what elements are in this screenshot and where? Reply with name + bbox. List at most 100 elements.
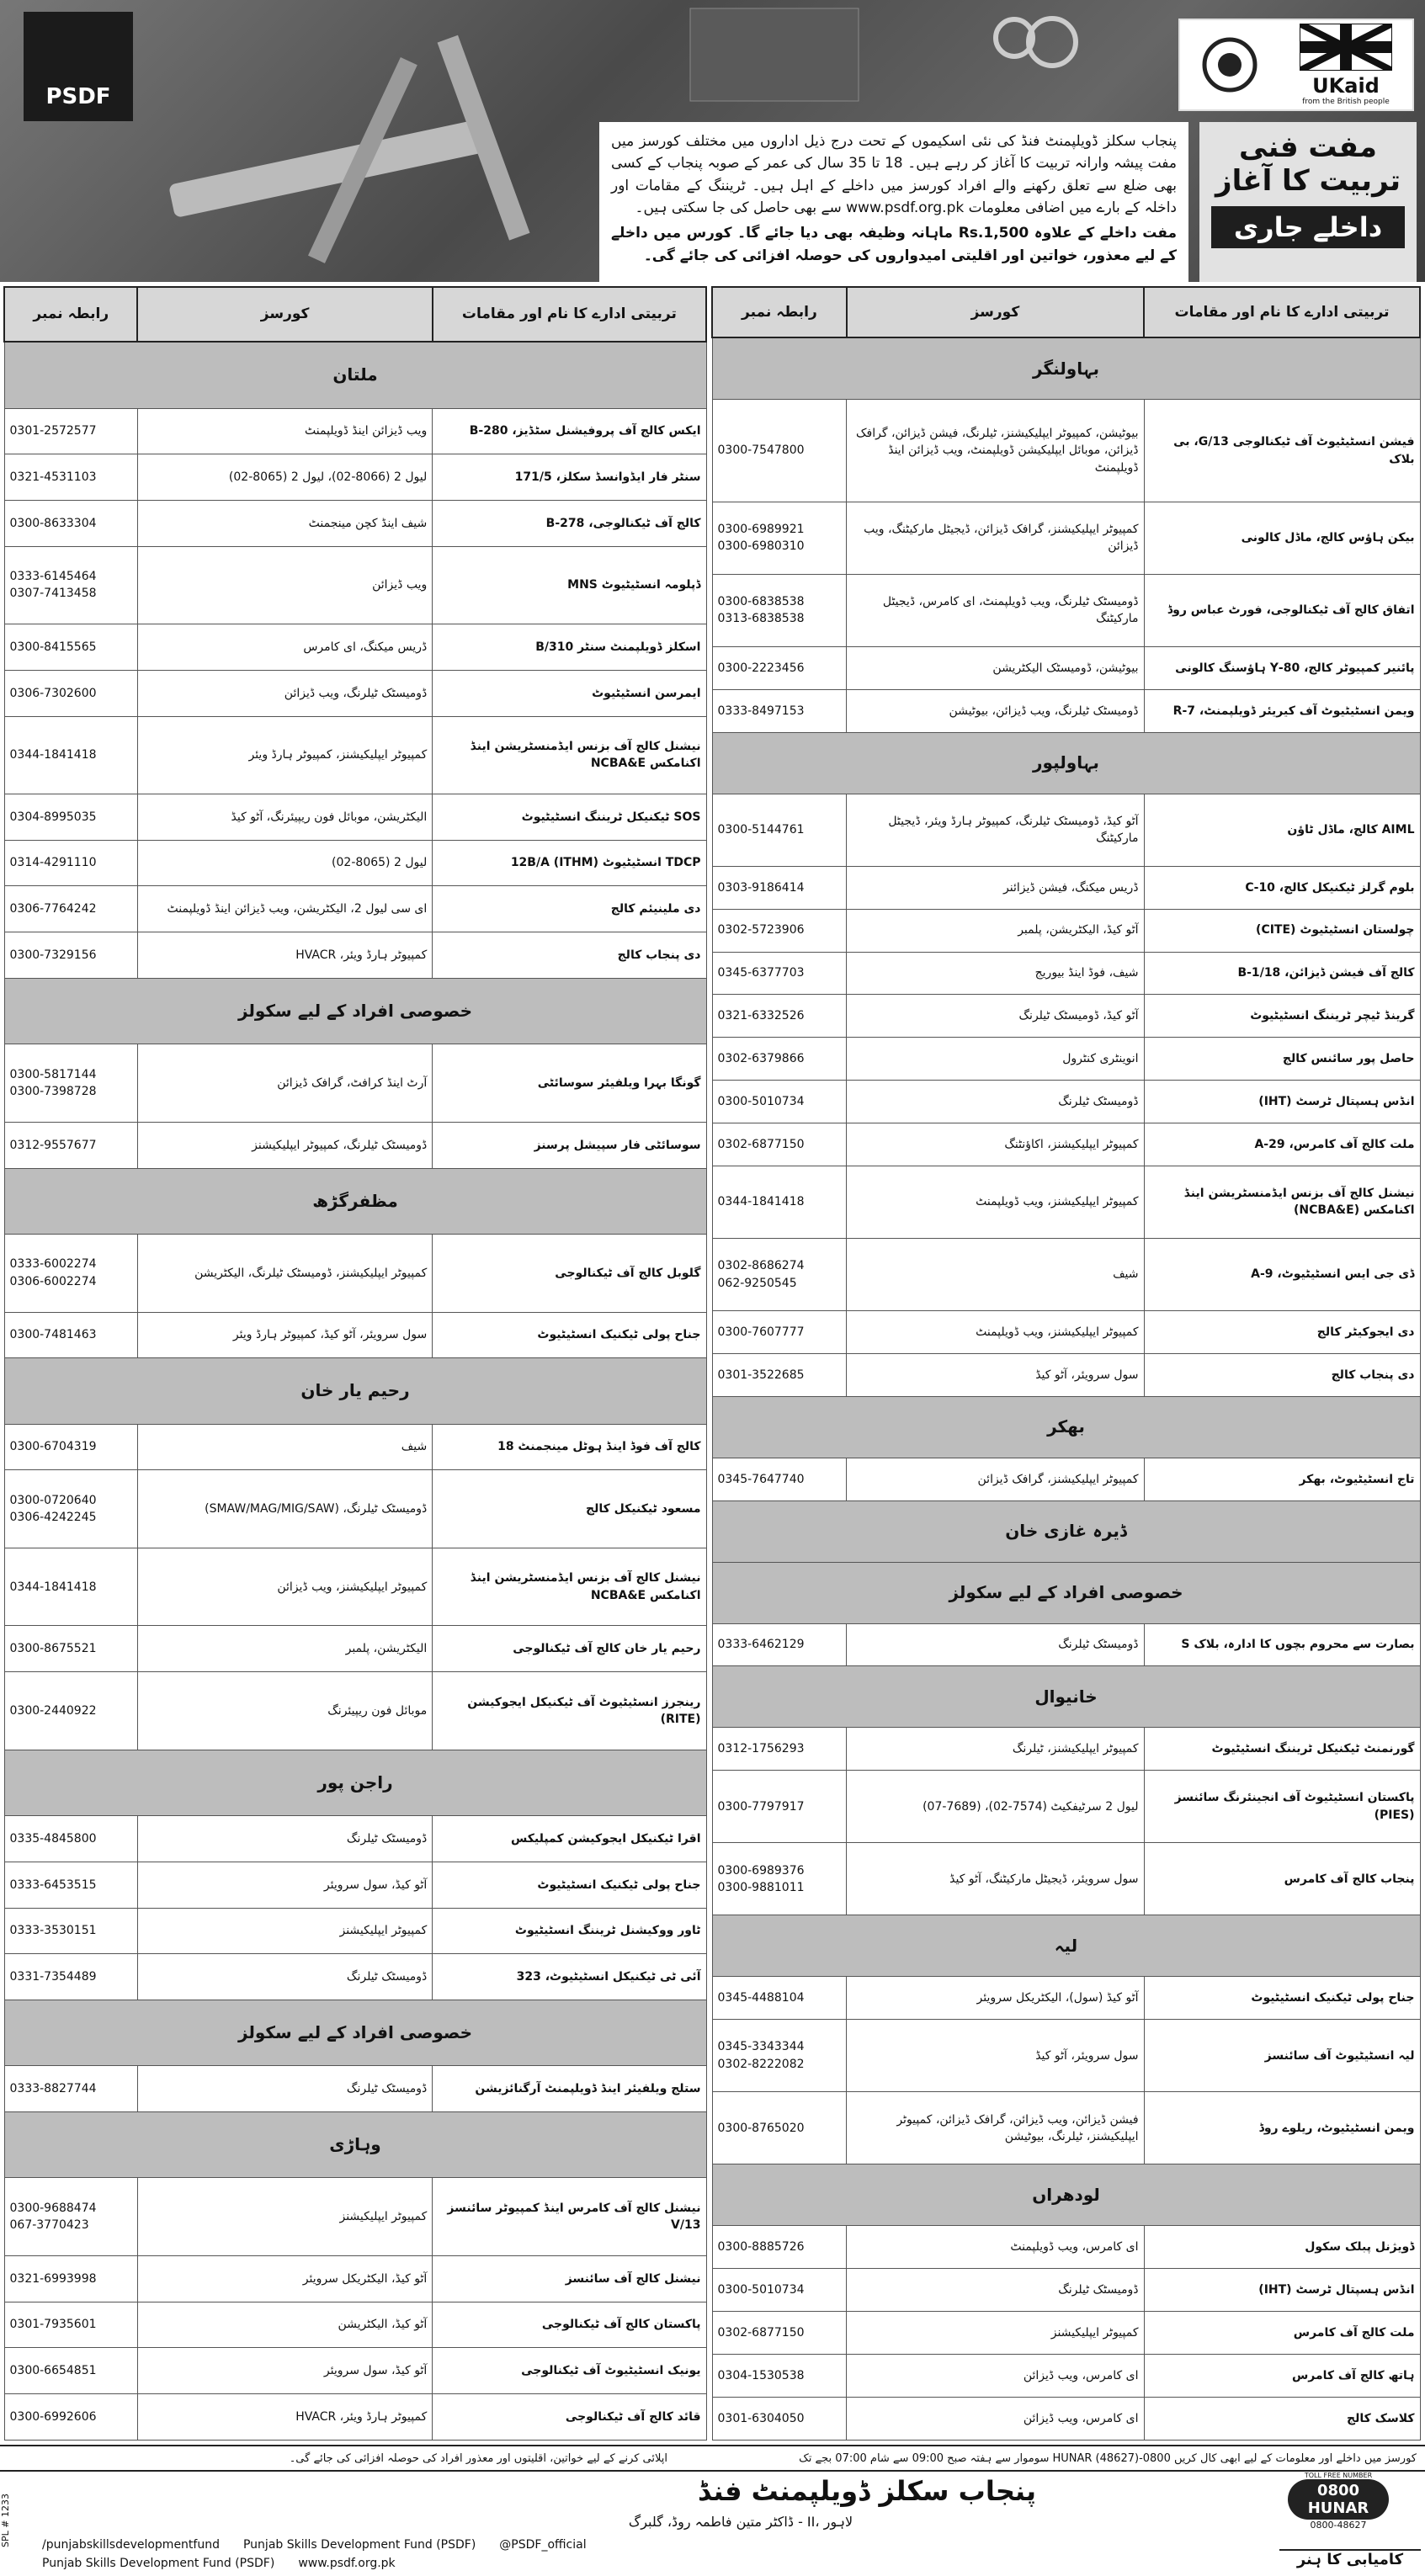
phone: 0300-6980310 — [717, 539, 805, 554]
row: دی ایجوکیٹر کالج کمپیوٹر ایپلیکیشنز، ویب … — [711, 1310, 1421, 1355]
institute: انڈس ہسپتال ٹرسٹ (IHT) — [1143, 1080, 1421, 1124]
phone-cell: 0300-6704319 — [3, 1423, 138, 1471]
section-title: خصوصی افراد کے لیے سکولز — [711, 1561, 1421, 1624]
row: اتفاق کالج آف ٹیکنالوجی، فورٹ عباس روڈ ڈو… — [711, 573, 1421, 648]
row: کلاسک کالج ای کامرس، ویب ڈیزائن 0301-63040… — [711, 2396, 1421, 2441]
row: ملت کالج آف کامرس، 29-A کمپیوٹر ایپلیکیشن… — [711, 1123, 1421, 1166]
phone: 0307-7413458 — [9, 587, 97, 601]
section-row: خصوصی افراد کے لیے سکولز — [3, 1999, 707, 2067]
phone: 0313-6838538 — [717, 612, 805, 626]
phone-cell: 0321-6993998 — [3, 2255, 138, 2302]
punjab-emblem — [1202, 37, 1258, 93]
row: آئی ٹی ٹیکنیکل انسٹیٹیوٹ، 323 ڈومیسٹک ٹیل… — [3, 1953, 707, 2000]
phone-cell: 0302-6877150 — [711, 2311, 848, 2355]
row: نیشنل کالج آف بزنس ایڈمنسٹریشن اینڈ اکنا… — [3, 715, 707, 795]
column-header: رابطہ نمبر — [711, 285, 848, 339]
institute: اقرا ٹیکنیکل ایجوکیشن کمپلیکس — [432, 1815, 707, 1862]
phone-cell: 0300-6989921 0300-6980310 — [711, 501, 848, 575]
row: ہاتھ کالج آف کامرس ای کامرس، ویب ڈیزائن 03… — [711, 2353, 1421, 2398]
phone-cell: 0345-6377703 — [711, 951, 848, 996]
social-link: Punjab Skills Development Fund (PSDF) — [242, 2538, 476, 2552]
phone: 0300-6989376 — [717, 1863, 805, 1878]
institute: انڈس ہسپتال ٹرسٹ (IHT) — [1143, 2268, 1421, 2313]
institute: قائد کالج آف ٹیکنالوجی — [432, 2393, 707, 2441]
institute: ایمرسن انسٹیٹیوٹ — [432, 669, 707, 717]
phone-cell: 0300-5817144 0300-7398728 — [3, 1044, 138, 1123]
phone: 062-9250545 — [717, 1276, 797, 1290]
institute: گرینڈ ٹیچر ٹریننگ انسٹیٹیوٹ — [1143, 994, 1421, 1038]
phone: 0300-8765020 — [717, 2121, 805, 2135]
phone: 0333-6462129 — [717, 1638, 805, 1652]
phone: 0345-6377703 — [717, 966, 805, 980]
column-header: کورسز — [136, 286, 433, 343]
tools-art — [169, 8, 1078, 263]
phone: 067-3770423 — [9, 2218, 89, 2233]
institute: نیشنل کالج آف کامرس اینڈ کمپیوٹر سائنسز … — [432, 2177, 707, 2256]
phone: 0344-1841418 — [9, 748, 97, 762]
phone: 0300-7329156 — [9, 948, 97, 962]
phone: 0300-6992606 — [9, 2409, 97, 2424]
ukaid-tagline: from the British people — [1302, 98, 1390, 106]
phone: 0300-0720640 — [9, 1493, 97, 1507]
slogan: کامیابی کا ہنر — [1279, 2549, 1421, 2568]
institute: نیشنل کالج آف بزنس ایڈمنسٹریشن اینڈ اکنا… — [432, 715, 707, 795]
courses: لیول 2 (8065-02) — [136, 839, 433, 887]
phone-cell: 0345-4488104 — [711, 1976, 848, 2021]
institute: کلاسک کالج — [1143, 2396, 1421, 2441]
row: دی پنجاب کالج سول سرویئر، آٹو کیڈ 0301-352… — [711, 1353, 1421, 1397]
courses: آٹو کیڈ، ڈومیسٹک ٹیلرنگ — [846, 994, 1145, 1038]
courses: آٹو کیڈ، سول سرویئر — [136, 2347, 433, 2395]
section-title: وہاڑی — [3, 2111, 707, 2179]
phone: 0301-7935601 — [9, 2318, 97, 2332]
phone-cell: 0300-7481463 — [3, 1311, 138, 1359]
phone-cell: 0345-7647740 — [711, 1457, 848, 1501]
phone-cell: 0344-1841418 — [3, 715, 138, 795]
note-left: اپلائی کرنے کے لیے خواتین، اقلیتوں اور م… — [289, 2452, 667, 2465]
phone: 0333-6145464 — [9, 570, 97, 584]
institute: رینجرز انسٹیٹیوٹ آف ٹیکنیکل ایجوکیشن (RI… — [432, 1671, 707, 1750]
phone: 0300-9688474 — [9, 2201, 97, 2215]
phone: 0301-2572577 — [9, 424, 97, 438]
courses: سول سرویئر، آٹو کیڈ — [846, 1353, 1145, 1397]
institute: جناح پولی ٹیکنیک انسٹیٹیوٹ — [432, 1311, 707, 1359]
courses: کمپیوٹر ایپلیکیشنز — [136, 1907, 433, 1955]
section-row: رحیم یار خان — [3, 1357, 707, 1425]
courses: ڈومیسٹک ٹیلرنگ — [846, 1080, 1145, 1124]
ukaid-logo: UKaid from the British people — [1178, 19, 1414, 111]
institute: پاکستان کالج آف ٹیکنالوجی — [432, 2301, 707, 2349]
courses: شیف، فوڈ اینڈ بیوریج — [846, 951, 1145, 996]
institute: تاج انسٹیٹیوٹ، بھکر — [1143, 1457, 1421, 1501]
courses: ویب ڈیزائن — [136, 545, 433, 625]
section-row: وہاڑی — [3, 2111, 707, 2179]
row: ڈویژنل پبلک سکول ای کامرس، ویب ڈویلپمنٹ 03… — [711, 2225, 1421, 2270]
institute: TDCP انسٹیٹیوٹ (ITHM) 12B/A — [432, 839, 707, 887]
phone-cell: 0301-2572577 — [3, 407, 138, 455]
ref-code: SPL # 1233 — [0, 2494, 11, 2547]
courses: انوینٹری کنٹرول — [846, 1037, 1145, 1081]
section-row: خصوصی افراد کے لیے سکولز — [711, 1561, 1421, 1624]
row: ستلج ویلفیئر اینڈ ڈویلپمنٹ آرگنائزیشن ڈوم… — [3, 2065, 707, 2112]
phone-cell: 0333-6002274 0306-6002274 — [3, 1233, 138, 1313]
row: بلوم گرلز ٹیکنیکل کالج، 10-C ڈریس میکنگ، … — [711, 865, 1421, 910]
courses: ڈومیسٹک ٹیلرنگ، کمپیوٹر ایپلیکیشنز — [136, 1121, 433, 1169]
row: SOS ٹیکنیکل ٹریننگ انسٹیٹیوٹ الیکٹریشن، م… — [3, 794, 707, 841]
row: AIML کالج، ماڈل ٹاؤن آٹو کیڈ، ڈومیسٹک ٹیل… — [711, 793, 1421, 867]
phone: 0344-1841418 — [717, 1195, 805, 1209]
phone-cell: 0300-5010734 — [711, 1080, 848, 1124]
social-link: @PSDF_official — [499, 2538, 587, 2552]
phone: 0300-5817144 — [9, 1067, 97, 1081]
row: فیشن انسٹیٹیوٹ آف ٹیکنالوجی 13/G، بی بلا… — [711, 399, 1421, 502]
address: ڈاکٹر متین فاطمہ روڈ، گلبرگ - II، لاہور — [628, 2514, 853, 2530]
courses: ڈومیسٹک ٹیلرنگ — [846, 1623, 1145, 1667]
phone-cell: 0306-7302600 — [3, 669, 138, 717]
hotline-number: 0800-48627 — [1310, 2520, 1367, 2531]
institute: ویمن انسٹیٹیوٹ، ریلوے روڈ — [1143, 2091, 1421, 2165]
phone-cell: 0312-9557677 — [3, 1121, 138, 1169]
phone-cell: 0301-6304050 — [711, 2396, 848, 2441]
courses: فیشن ڈیزائن، ویب ڈیزائن، گرافک ڈیزائن، ک… — [846, 2091, 1145, 2165]
ukaid-block: UKaid from the British people — [1298, 20, 1394, 106]
row: ڈی جی ایس انسٹیٹیوٹ، 9-A شیف 0302-8686274 0… — [711, 1238, 1421, 1312]
row: کالج آف فیشن ڈیزائن، 18/B-1 شیف، فوڈ اینڈ… — [711, 951, 1421, 996]
courses: آٹو کیڈ، ڈومیسٹک ٹیلرنگ، کمپیوٹر ہارڈ وی… — [846, 793, 1145, 867]
row: رینجرز انسٹیٹیوٹ آف ٹیکنیکل ایجوکیشن (RI… — [3, 1671, 707, 1750]
